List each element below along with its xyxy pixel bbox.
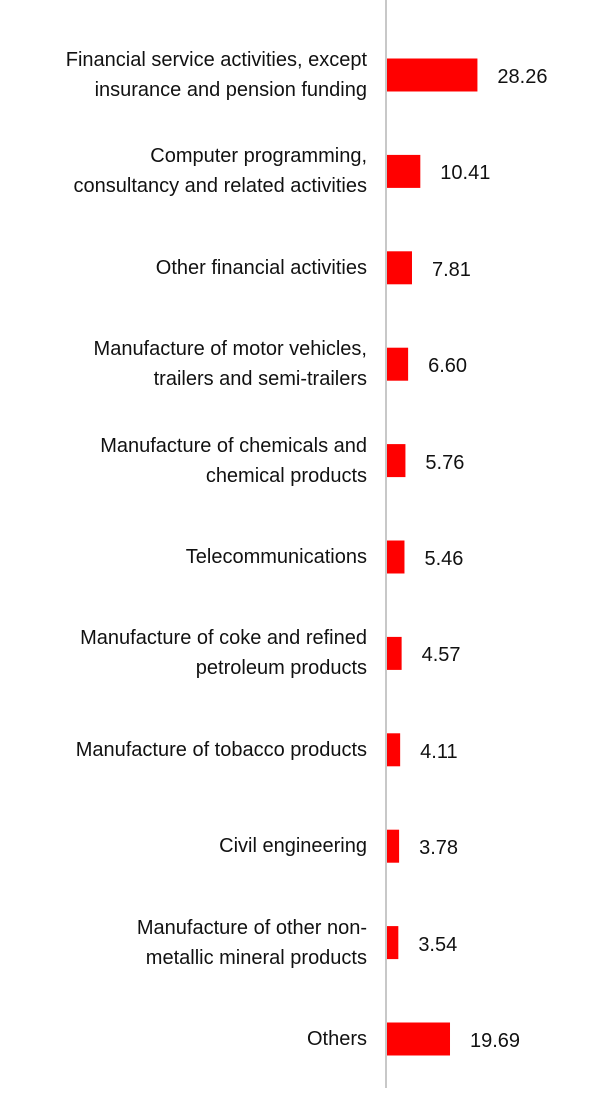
bar (387, 347, 409, 381)
category-label-line: Other financial activities (155, 256, 367, 279)
category-label-line: chemical products (205, 464, 367, 487)
category-label-line: consultancy and related activities (73, 175, 368, 198)
category-label: Computer programming, consultancy and rel… (7, 141, 368, 201)
bar (387, 636, 402, 670)
bar (387, 251, 412, 285)
bar (387, 829, 400, 863)
data-label: 7.81 (431, 258, 471, 281)
category-label: Telecommunications (7, 542, 367, 572)
category-label: Financial service activities, except insu… (7, 45, 367, 105)
bar (387, 540, 405, 574)
data-label: 5.76 (425, 451, 465, 474)
data-label: 6.60 (428, 355, 468, 378)
bar (387, 154, 421, 188)
category-label: Manufacture of other non-metallic minera… (7, 913, 367, 973)
bar (387, 733, 401, 767)
data-label: 4.57 (421, 644, 461, 667)
category-label-line: Financial service activities, except (65, 49, 367, 71)
category-label-line: metallic mineral products (145, 946, 367, 969)
category-label-line: Manufacture of tobacco products (75, 738, 367, 761)
bar (387, 926, 399, 960)
bar (387, 58, 478, 92)
category-label: Civil engineering (7, 831, 367, 861)
category-label-line: Others (306, 1028, 367, 1050)
category-label-line: Manufacture of motor vehicles, (93, 338, 367, 361)
data-label: 3.54 (418, 933, 458, 956)
category-label: Others (7, 1024, 367, 1054)
data-label: 5.46 (424, 548, 464, 570)
category-label-line: petroleum products (195, 657, 367, 680)
data-label: 19.69 (470, 1030, 521, 1052)
data-label: 28.26 (497, 66, 548, 88)
category-label: Manufacture of tobacco products (7, 735, 367, 765)
bar (387, 1022, 451, 1056)
category-label: Manufacture of motor vehicles, trailers a… (7, 334, 367, 394)
category-label-line: Telecommunications (185, 546, 367, 568)
data-label: 3.78 (419, 837, 459, 860)
category-label-line: insurance and pension funding (94, 79, 367, 101)
category-label: Manufacture of chemicals and chemical pro… (7, 431, 367, 491)
category-label-line: Manufacture of other non- (136, 916, 367, 939)
category-label: Manufacture of coke and refined petroleum… (7, 623, 367, 683)
category-label-line: Computer programming, (150, 145, 367, 168)
category-label-line: trailers and semi-trailers (153, 368, 367, 391)
bar (387, 444, 406, 478)
category-label-line: Manufacture of chemicals and (100, 434, 367, 457)
category-label-line: Manufacture of coke and refined (80, 627, 367, 650)
data-label: 10.41 (440, 162, 491, 185)
category-label-line: Civil engineering (219, 835, 367, 858)
data-label: 4.11 (420, 740, 458, 763)
category-label: Other financial activities (7, 253, 367, 283)
